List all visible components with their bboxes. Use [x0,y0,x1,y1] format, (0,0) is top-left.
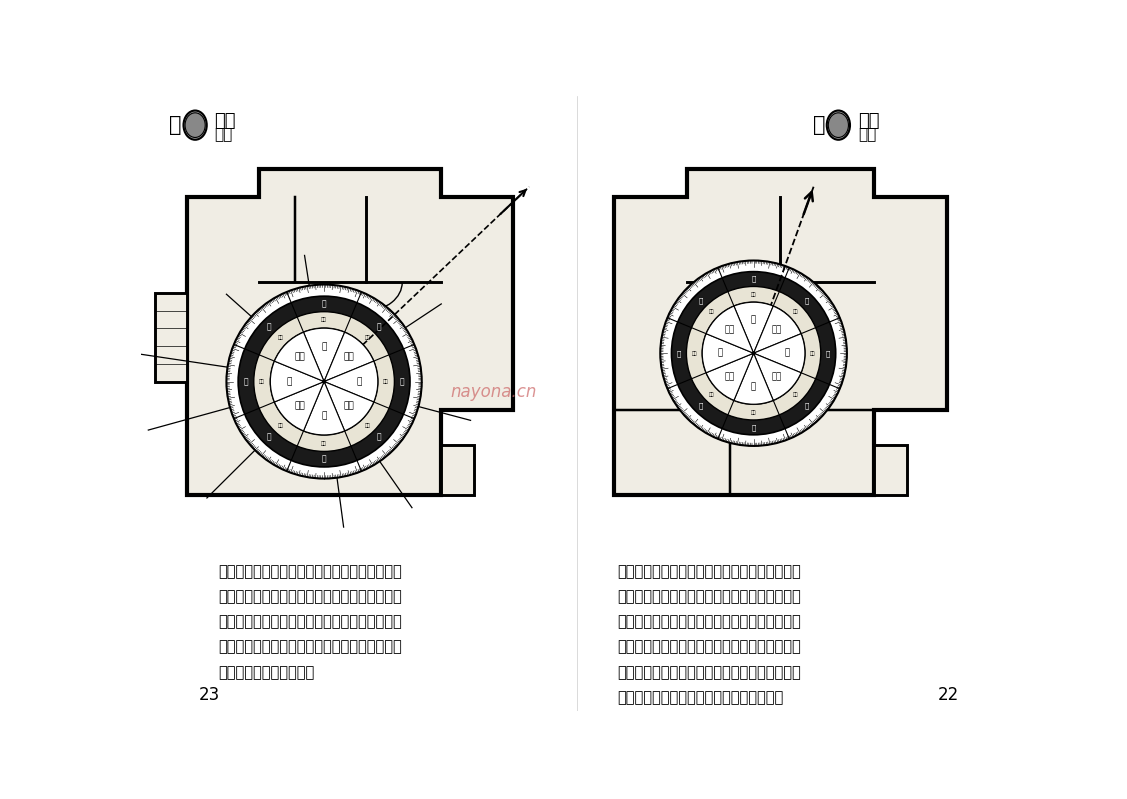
Ellipse shape [827,110,850,140]
Text: 五鬼: 五鬼 [277,423,283,427]
Circle shape [254,312,394,451]
Polygon shape [187,169,513,495]
Bar [154,293,187,382]
Text: 北: 北 [321,342,327,352]
Text: 艮: 艮 [378,322,382,331]
Text: 天醫: 天醫 [365,336,371,340]
Text: 西南: 西南 [725,372,735,381]
Wedge shape [734,353,773,404]
Circle shape [672,272,836,435]
Text: 生氣: 生氣 [751,292,756,297]
Text: 離: 離 [752,424,756,431]
Wedge shape [325,361,378,402]
Text: 乾: 乾 [266,322,272,331]
Wedge shape [303,382,345,435]
Circle shape [686,287,820,420]
Text: 西: 西 [718,348,722,358]
Text: 兌: 兌 [676,350,681,356]
Text: 禍害: 禍害 [259,379,265,384]
Wedge shape [754,334,805,372]
Text: 南: 南 [321,411,327,421]
Text: 自: 自 [169,115,181,135]
Wedge shape [303,328,345,382]
Text: 伏位: 伏位 [365,423,371,427]
Text: 禍害: 禍害 [692,351,698,356]
Text: 巽: 巽 [378,432,382,441]
Wedge shape [702,334,754,372]
Text: 延年: 延年 [810,351,816,356]
Text: 北: 北 [751,316,756,324]
Text: 上冊: 上冊 [858,127,876,142]
Wedge shape [275,382,325,431]
Text: 例二：在屋中心擺放「白鶴鳴全自動羅盤」，從
盤面的顯示不但可看出房屋內各個方位的分布，
更可利用盤面上的指示線，來測出某一特定物件
的方位；例如本圖羅盤的紅線指: 例二：在屋中心擺放「白鶴鳴全自動羅盤」，從 盤面的顯示不但可看出房屋內各個方位的… [219,564,402,680]
Bar [873,445,907,495]
Text: 震: 震 [826,350,831,356]
Text: 東北: 東北 [772,325,782,334]
Text: 自: 自 [813,115,825,135]
Text: 艮: 艮 [805,297,808,304]
Circle shape [238,296,410,467]
Text: 22: 22 [938,686,958,704]
Text: 絕命: 絕命 [321,441,327,446]
Wedge shape [275,332,325,382]
Circle shape [660,260,846,446]
Ellipse shape [184,110,206,140]
Text: 改運: 改運 [214,113,236,130]
Text: 西南: 西南 [294,402,304,411]
Text: 六煞: 六煞 [709,309,715,314]
Circle shape [322,380,326,384]
Text: 兌: 兌 [243,377,248,386]
Text: 東南: 東南 [344,402,354,411]
Circle shape [270,328,378,435]
Polygon shape [613,169,947,495]
Wedge shape [707,353,754,400]
Wedge shape [754,306,801,353]
Circle shape [752,352,755,356]
Wedge shape [734,302,773,353]
Ellipse shape [185,113,205,137]
Bar [442,445,473,495]
Text: 東: 東 [356,377,362,386]
Text: 天醫: 天醫 [792,309,798,314]
Text: 西北: 西北 [725,325,735,334]
Text: 離: 離 [322,455,327,463]
Text: 西北: 西北 [294,352,304,361]
Wedge shape [325,382,374,431]
Text: 巽: 巽 [805,403,808,409]
Text: 六煞: 六煞 [277,336,283,340]
Text: 東: 東 [784,348,790,358]
Text: 例一：在屋內的中央位置擺放「白鶴鳴全自動羅
盤」，便可以從盤面顯示看出房屋內各個方位分
布情況。至於羅盤上的小紅線，它的作用是讓大
家更易於測出某一特定位置的方: 例一：在屋內的中央位置擺放「白鶴鳴全自動羅 盤」，便可以從盤面顯示看出房屋內各個… [618,564,801,705]
Text: 西: 西 [286,377,292,386]
Text: 改運: 改運 [858,113,879,130]
Text: 絕命: 絕命 [751,410,756,415]
Text: 坤: 坤 [699,403,703,409]
Circle shape [227,284,421,479]
Text: 伏位: 伏位 [792,392,798,397]
Text: 生氣: 生氣 [321,317,327,323]
Text: 震: 震 [400,377,405,386]
Wedge shape [325,332,374,382]
Text: 東北: 東北 [344,352,354,361]
Text: 23: 23 [199,686,220,704]
Text: 上冊: 上冊 [214,127,233,142]
Circle shape [702,302,805,404]
Wedge shape [707,306,754,353]
Ellipse shape [828,113,849,137]
Text: 延年: 延年 [383,379,389,384]
Text: 乾: 乾 [699,297,703,304]
Text: 南: 南 [751,382,756,391]
Wedge shape [270,361,325,402]
Text: nayona.cn: nayona.cn [451,384,536,401]
Text: 坎: 坎 [322,300,327,308]
Text: 坎: 坎 [752,276,756,282]
Text: 東南: 東南 [772,372,782,381]
Text: 坤: 坤 [266,432,272,441]
Wedge shape [754,353,801,400]
Text: 五鬼: 五鬼 [709,392,715,397]
